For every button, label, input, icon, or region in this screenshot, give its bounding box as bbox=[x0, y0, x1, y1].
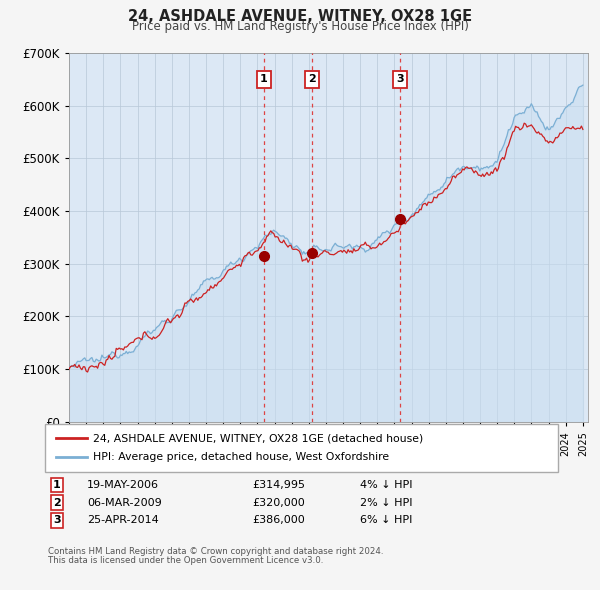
Text: 24, ASHDALE AVENUE, WITNEY, OX28 1GE: 24, ASHDALE AVENUE, WITNEY, OX28 1GE bbox=[128, 9, 472, 24]
Text: 2: 2 bbox=[308, 74, 316, 84]
Text: 6% ↓ HPI: 6% ↓ HPI bbox=[360, 516, 412, 525]
Text: Contains HM Land Registry data © Crown copyright and database right 2024.: Contains HM Land Registry data © Crown c… bbox=[48, 547, 383, 556]
Text: 06-MAR-2009: 06-MAR-2009 bbox=[87, 498, 162, 507]
Text: 3: 3 bbox=[396, 74, 404, 84]
Text: This data is licensed under the Open Government Licence v3.0.: This data is licensed under the Open Gov… bbox=[48, 556, 323, 565]
Text: 4% ↓ HPI: 4% ↓ HPI bbox=[360, 480, 413, 490]
Text: 1: 1 bbox=[53, 480, 61, 490]
Text: £320,000: £320,000 bbox=[252, 498, 305, 507]
Text: 25-APR-2014: 25-APR-2014 bbox=[87, 516, 159, 525]
Text: HPI: Average price, detached house, West Oxfordshire: HPI: Average price, detached house, West… bbox=[93, 452, 389, 462]
Text: Price paid vs. HM Land Registry's House Price Index (HPI): Price paid vs. HM Land Registry's House … bbox=[131, 20, 469, 33]
Text: 2% ↓ HPI: 2% ↓ HPI bbox=[360, 498, 413, 507]
Text: £314,995: £314,995 bbox=[252, 480, 305, 490]
Text: 1: 1 bbox=[260, 74, 268, 84]
Text: 3: 3 bbox=[53, 516, 61, 525]
Text: 2: 2 bbox=[53, 498, 61, 507]
Text: 24, ASHDALE AVENUE, WITNEY, OX28 1GE (detached house): 24, ASHDALE AVENUE, WITNEY, OX28 1GE (de… bbox=[93, 433, 423, 443]
Text: 19-MAY-2006: 19-MAY-2006 bbox=[87, 480, 159, 490]
Text: £386,000: £386,000 bbox=[252, 516, 305, 525]
